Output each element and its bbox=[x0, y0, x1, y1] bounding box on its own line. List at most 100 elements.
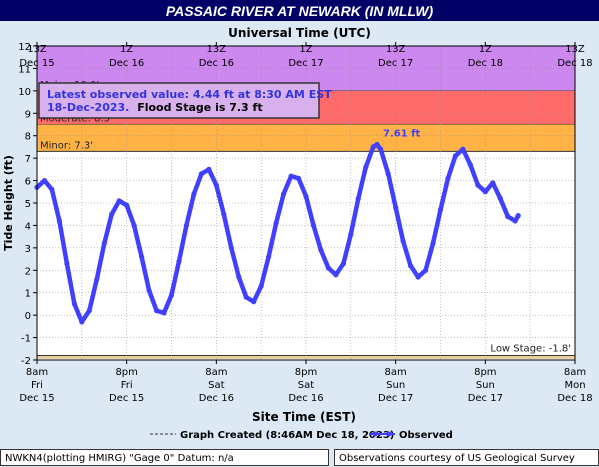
peak-label: 7.61 ft bbox=[383, 128, 421, 139]
observed-point bbox=[325, 265, 331, 271]
bottom-tick-date: Dec 16 bbox=[288, 393, 323, 404]
bottom-tick-date: Dec 15 bbox=[19, 393, 54, 404]
latest-observation-box: Latest observed value: 4.44 ft at 8:30 A… bbox=[38, 82, 332, 119]
observed-point bbox=[452, 153, 458, 159]
bottom-tick-time: 8pm bbox=[115, 367, 137, 378]
observed-point bbox=[348, 231, 354, 237]
legend-graph-created: Graph Created (8:46AM Dec 18, 2023) bbox=[180, 430, 394, 441]
bottom-tick-time: 8am bbox=[26, 367, 48, 378]
bottom-tick-day: Sun bbox=[386, 380, 405, 391]
top-axis-label: Universal Time (UTC) bbox=[228, 26, 371, 40]
title-bar bbox=[0, 0, 599, 21]
observed-point bbox=[515, 213, 521, 219]
observed-point bbox=[355, 195, 361, 202]
top-tick-time: 1Z bbox=[120, 44, 133, 55]
observed-point bbox=[154, 308, 160, 314]
observed-point bbox=[161, 310, 167, 316]
bottom-tick-day: Sat bbox=[298, 380, 314, 391]
observed-point bbox=[221, 211, 227, 217]
observed-point bbox=[437, 207, 444, 213]
observed-point bbox=[385, 171, 391, 177]
observed-point bbox=[183, 222, 189, 228]
observed-point bbox=[482, 189, 488, 195]
observed-point bbox=[49, 186, 55, 193]
observed-point bbox=[400, 238, 406, 244]
top-tick-date: Dec 17 bbox=[288, 58, 323, 69]
observed-point bbox=[266, 254, 272, 260]
top-tick-time: 13Z bbox=[27, 44, 47, 55]
bottom-tick-date: Dec 15 bbox=[109, 393, 144, 404]
top-tick-date: Dec 17 bbox=[378, 58, 413, 69]
legend-observed: Observed bbox=[399, 430, 453, 441]
observed-point bbox=[206, 166, 212, 172]
y-axis-title: Tide Height (ft) bbox=[2, 155, 15, 251]
observed-point bbox=[363, 164, 369, 170]
latest-observation-frame bbox=[38, 82, 320, 119]
observed-point bbox=[408, 263, 414, 269]
observed-point bbox=[198, 171, 204, 177]
y-tick-label: 0 bbox=[25, 311, 31, 322]
observed-point bbox=[168, 292, 175, 298]
legend: Graph Created (8:46AM Dec 18, 2023) Obse… bbox=[150, 430, 453, 441]
observed-point bbox=[228, 245, 234, 251]
top-tick-time: 13Z bbox=[386, 44, 406, 55]
low-stage-band bbox=[37, 355, 575, 359]
x-axis-title: Site Time (EST) bbox=[252, 410, 356, 424]
y-tick-label: 12 bbox=[18, 42, 31, 53]
y-tick-label: -2 bbox=[21, 356, 31, 367]
y-tick-label: 7 bbox=[25, 154, 31, 165]
y-tick-label: 9 bbox=[25, 109, 31, 120]
y-tick-label: 4 bbox=[25, 221, 31, 232]
observed-point bbox=[423, 267, 429, 273]
y-tick-label: -1 bbox=[21, 334, 31, 345]
observed-point bbox=[512, 218, 518, 224]
observed-point bbox=[243, 294, 249, 300]
observed-point bbox=[445, 175, 451, 181]
observed-point bbox=[281, 191, 287, 197]
observed-point bbox=[374, 141, 380, 148]
top-tick-time: 13Z bbox=[565, 44, 585, 55]
footer-gage-info: NWKN4(plotting HMIRG) "Gage 0" Datum: n/… bbox=[0, 449, 329, 466]
top-tick-time: 1Z bbox=[479, 44, 492, 55]
bottom-tick-day: Fri bbox=[31, 380, 43, 391]
observed-point bbox=[56, 218, 63, 224]
observed-point bbox=[64, 261, 70, 267]
series-observed: 7.61 ft bbox=[34, 128, 521, 325]
top-tick-date: Dec 18 bbox=[468, 58, 503, 69]
observed-point bbox=[191, 191, 197, 197]
y-tick-label: 3 bbox=[25, 244, 31, 255]
bottom-tick-time: 8pm bbox=[295, 367, 317, 378]
bottom-tick-day: Mon bbox=[564, 380, 585, 391]
y-tick-label: 10 bbox=[18, 87, 31, 98]
observed-point bbox=[116, 198, 122, 204]
observed-point bbox=[505, 213, 511, 220]
observed-point bbox=[86, 308, 92, 314]
y-tick-label: 6 bbox=[25, 177, 31, 188]
observed-point bbox=[340, 261, 346, 267]
top-tick-date: Dec 18 bbox=[557, 58, 592, 69]
observed-point bbox=[236, 274, 242, 280]
y-tick-label: 2 bbox=[25, 266, 31, 277]
observed-point bbox=[303, 193, 309, 199]
top-tick-date: Dec 15 bbox=[19, 58, 54, 69]
bottom-tick-time: 8am bbox=[385, 367, 407, 378]
observed-point bbox=[497, 195, 503, 202]
observed-point bbox=[251, 299, 257, 305]
flood-label-moderate: Moderate: 8.5' bbox=[40, 114, 113, 125]
y-tick-label: 8 bbox=[25, 132, 31, 143]
bottom-tick-time: 8am bbox=[564, 367, 586, 378]
observed-point bbox=[310, 222, 317, 228]
observed-point bbox=[131, 222, 137, 228]
latest-observation-line1: Latest observed value: 4.44 ft at 8:30 A… bbox=[47, 88, 332, 101]
observed-point bbox=[139, 254, 145, 260]
observed-point bbox=[101, 240, 107, 246]
observed-point bbox=[288, 173, 294, 179]
low-stage-label: Low Stage: -1.8' bbox=[490, 344, 571, 355]
observed-point bbox=[41, 178, 48, 184]
bottom-tick-date: Dec 17 bbox=[468, 393, 503, 404]
observed-point bbox=[490, 180, 496, 186]
footer-credit: Observations courtesy of US Geological S… bbox=[334, 449, 599, 466]
observed-point bbox=[318, 247, 324, 253]
